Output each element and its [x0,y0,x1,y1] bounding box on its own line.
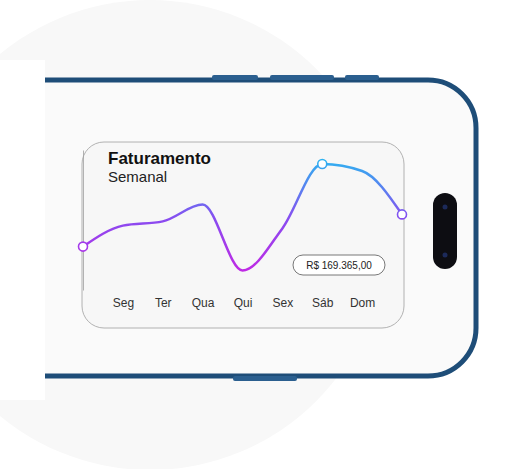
chart-subtitle: Semanal [108,168,167,185]
annotation-text: R$ 169.365,00 [306,260,372,271]
line-series [83,164,402,270]
x-axis: Seg Ter Qua Qui Sex Sáb Dom [113,296,376,310]
camera-lens [443,205,448,210]
camera-lens [443,253,448,258]
phone-button [270,75,334,80]
x-tick-label: Ter [155,296,172,310]
x-tick-label: Sex [273,296,294,310]
phone-button [212,75,258,80]
x-tick: Qua [192,296,215,310]
x-tick: Sáb [312,296,334,310]
y-axis [83,151,84,291]
line-marker [79,242,88,251]
x-tick-label: Dom [350,296,375,310]
x-tick: Ter [155,296,172,310]
x-tick: Qui [234,296,253,310]
phone-button [233,376,297,381]
phone-button [345,75,379,80]
page: FaturamentoSemanal Seg Ter Qua Qui Sex Sáb Dom R… [0,0,532,469]
x-tick-label: Sáb [312,296,334,310]
card [82,142,404,328]
line-marker [318,160,327,169]
x-tick-label: Seg [113,296,134,310]
x-tick: Dom [350,296,375,310]
x-tick: Seg [113,296,134,310]
annotation-pill [293,255,385,275]
line-marker [398,210,407,219]
x-tick-label: Qui [234,296,253,310]
plot-area [79,160,407,271]
phone-cut [0,60,45,400]
phone-frame [0,80,476,376]
chart-title: Faturamento [108,149,211,168]
x-tick-label: Qua [192,296,215,310]
x-tick: Sex [273,296,294,310]
y-axis-line [83,151,84,291]
camera-pill [433,193,457,269]
